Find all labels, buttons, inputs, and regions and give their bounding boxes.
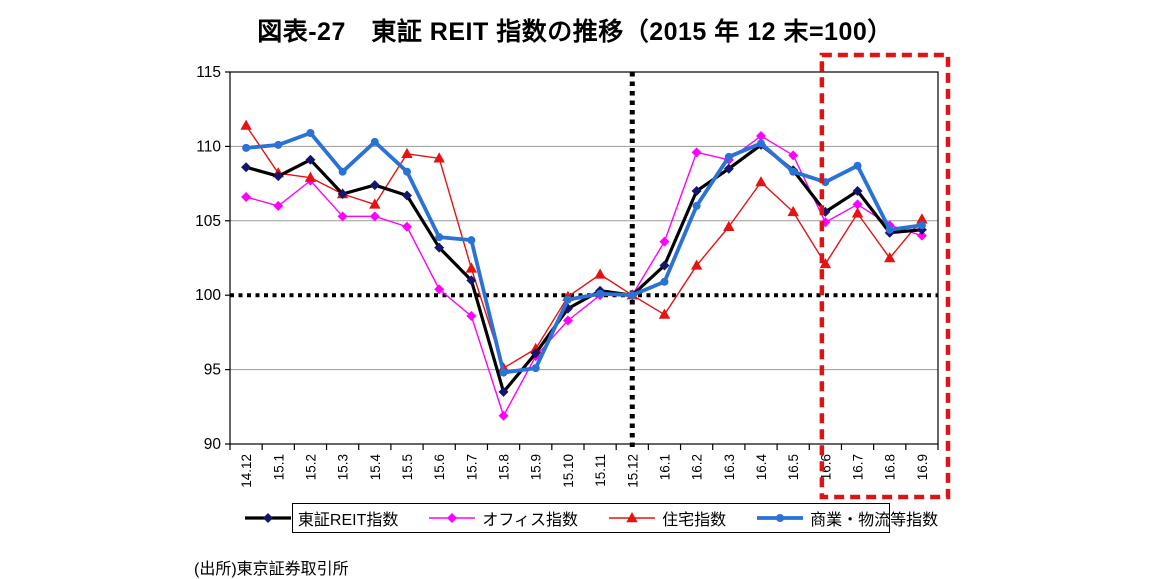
x-axis: 14.12 15.1 15.2 15.3 15.4 15.5 15.6 15.7 15.8 15.…	[229, 444, 939, 488]
svg-text:16.1: 16.1	[657, 454, 672, 480]
svg-text:16.5: 16.5	[786, 454, 801, 480]
source-note: (出所)東京証券取引所	[194, 561, 349, 578]
legend-label: 東証REIT指数	[297, 512, 399, 529]
chart-legend: 東証REIT指数 オフィス指数 住宅指数 商業・物流等指数	[244, 503, 938, 533]
svg-text:110: 110	[196, 138, 221, 155]
svg-text:16.2: 16.2	[690, 454, 705, 480]
legend-label: オフィス指数	[482, 512, 579, 529]
legend-marker-diamond-icon	[429, 513, 476, 523]
svg-text:16.6: 16.6	[818, 454, 833, 480]
svg-text:15.12: 15.12	[625, 454, 640, 488]
svg-text:15.7: 15.7	[464, 454, 479, 480]
svg-text:15.1: 15.1	[271, 454, 286, 480]
legend-marker-diamond-icon	[244, 513, 291, 523]
svg-text:95: 95	[204, 362, 221, 379]
svg-text:15.11: 15.11	[593, 454, 608, 487]
legend-marker-triangle-icon	[609, 512, 656, 523]
svg-text:90: 90	[204, 436, 222, 453]
legend-item: オフィス指数	[428, 506, 578, 530]
svg-text:14.12: 14.12	[239, 454, 254, 488]
svg-text:16.4: 16.4	[754, 454, 769, 481]
highlight-box	[819, 52, 951, 500]
svg-text:15.5: 15.5	[400, 454, 415, 480]
svg-text:16.3: 16.3	[722, 454, 737, 480]
svg-text:15.10: 15.10	[561, 454, 576, 488]
svg-text:15.2: 15.2	[303, 454, 318, 480]
svg-text:16.7: 16.7	[851, 454, 866, 480]
legend-item: 住宅指数	[608, 506, 726, 530]
svg-text:100: 100	[195, 287, 221, 304]
svg-text:16.9: 16.9	[915, 454, 930, 480]
legend-marker-circle-icon	[757, 514, 804, 522]
series-商業・物流等指数	[242, 129, 926, 377]
svg-text:115: 115	[196, 64, 221, 81]
svg-text:16.8: 16.8	[883, 454, 898, 480]
svg-text:15.9: 15.9	[529, 454, 544, 480]
plot-frame	[229, 71, 939, 445]
svg-text:15.3: 15.3	[336, 454, 351, 480]
legend-label: 商業・物流等指数	[810, 512, 939, 529]
chart-title: 図表-27 東証 REIT 指数の推移（2015 年 12 末=100）	[257, 18, 893, 46]
svg-text:15.8: 15.8	[497, 454, 512, 480]
y-axis: 90 95 100 105 110 115	[195, 64, 230, 453]
svg-text:15.4: 15.4	[368, 454, 383, 481]
svg-text:105: 105	[195, 213, 221, 230]
legend-label: 住宅指数	[662, 512, 727, 529]
legend-item: 商業・物流等指数	[756, 506, 938, 530]
svg-text:15.6: 15.6	[432, 454, 447, 480]
legend-item: 東証REIT指数	[244, 506, 398, 530]
series-住宅指数	[240, 119, 928, 373]
